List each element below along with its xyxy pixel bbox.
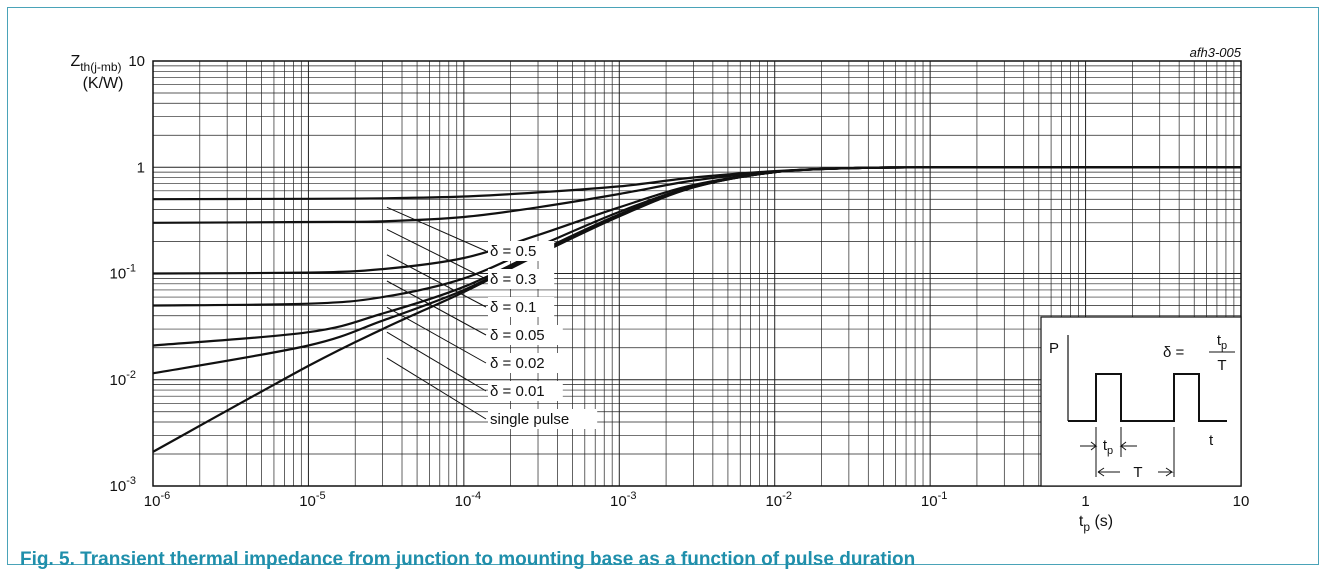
- tick-label: 10-2: [110, 369, 136, 389]
- inset-fraction-numerator: tp: [1217, 332, 1227, 352]
- series-label: δ = 0.01: [490, 383, 545, 400]
- pulse-waveform: [1068, 373, 1227, 422]
- leader-line: [386, 280, 487, 336]
- pulse-inset: P t δ = tp T tp T: [1040, 316, 1242, 487]
- y-axis-label-symbol: Zth(j-mb): [70, 53, 121, 74]
- tick-label: 10: [1233, 493, 1250, 510]
- tick-label: 10-1: [110, 263, 136, 283]
- inset-period-label: T: [1133, 464, 1142, 481]
- inset-fraction-denominator: T: [1217, 357, 1226, 374]
- tick-label: 10-6: [144, 490, 170, 510]
- series-label-bg: [488, 409, 598, 429]
- tick-label: 10-3: [110, 475, 136, 495]
- series-labels: δ = 0.5 δ = 0.3 δ = 0.1 δ = 0.05 δ = 0.02 δ =…: [488, 241, 598, 429]
- inset-duty-formula: δ =: [1163, 344, 1185, 361]
- tick-label: 10-3: [610, 490, 636, 510]
- series-label-bg: [488, 381, 563, 401]
- inset-time-label: t: [1209, 432, 1214, 449]
- series-label-bg: [488, 269, 555, 289]
- tick-label: 1: [137, 159, 145, 176]
- series-label: δ = 0.05: [490, 327, 545, 344]
- series-label: δ = 0.5: [490, 243, 536, 260]
- figure-code: afh3-005: [1190, 45, 1242, 60]
- series-label: δ = 0.1: [490, 299, 536, 316]
- inset-box: [1040, 316, 1242, 487]
- series-label: δ = 0.3: [490, 271, 536, 288]
- leader-lines: [386, 206, 487, 420]
- leader-line: [386, 254, 487, 308]
- leader-line: [386, 228, 487, 280]
- tick-label: 10-4: [455, 490, 481, 510]
- series-line-2: [152, 166, 1241, 275]
- series-label: δ = 0.02: [490, 355, 545, 372]
- tick-label: 1: [1081, 493, 1089, 510]
- tick-label: 10-1: [921, 490, 947, 510]
- figure-caption: Fig. 5. Transient thermal impedance from…: [20, 549, 916, 570]
- y-axis-label: Zth(j-mb) (K/W): [70, 53, 123, 92]
- series-label-bg: [488, 325, 563, 345]
- thermal-impedance-chart: δ = 0.5 δ = 0.3 δ = 0.1 δ = 0.05 δ = 0.02 δ =…: [70, 45, 1250, 534]
- x-axis-label: tp (s): [1079, 513, 1113, 534]
- series-label: single pulse: [490, 411, 569, 428]
- series-line-1: [152, 166, 1241, 224]
- series-line-6: [152, 166, 1241, 453]
- series-line-3: [152, 166, 1241, 307]
- series-label-bg: [488, 297, 555, 317]
- inset-power-label: P: [1049, 340, 1059, 357]
- tick-label: 10: [128, 53, 145, 70]
- figure-frame: δ = 0.5 δ = 0.3 δ = 0.1 δ = 0.05 δ = 0.02 δ =…: [7, 7, 1319, 570]
- leader-line: [386, 357, 487, 420]
- inset-dimension-lines: [1080, 427, 1175, 477]
- inset-pulse-width-label: tp: [1103, 437, 1113, 457]
- y-axis-label-unit: (K/W): [83, 75, 124, 92]
- tick-labels: 10-6 10-5 10-4 10-3 10-2 10-1 1 10 10 1 10-1 10-2 10…: [110, 53, 1250, 510]
- leader-line: [386, 331, 487, 392]
- series-label-bg: [488, 241, 555, 261]
- leader-line: [386, 206, 487, 252]
- series-lines: [152, 166, 1241, 453]
- series-label-bg: [488, 353, 563, 373]
- tick-label: 10-2: [765, 490, 791, 510]
- leader-line: [386, 306, 487, 364]
- tick-label: 10-5: [299, 490, 325, 510]
